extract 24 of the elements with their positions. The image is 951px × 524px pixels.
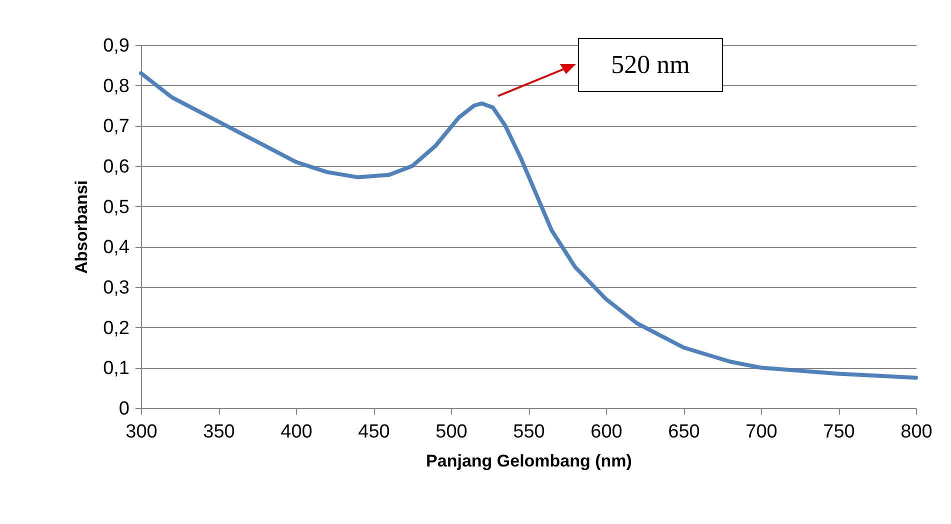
y-tick-label: 0,6 bbox=[103, 156, 130, 178]
y-tick-label: 0,1 bbox=[103, 358, 130, 380]
y-axis-title: Absorbansi bbox=[72, 180, 92, 274]
x-tick-label: 450 bbox=[358, 422, 390, 442]
x-tick-label: 300 bbox=[126, 422, 158, 442]
x-tick-label: 800 bbox=[900, 422, 932, 442]
y-tick-label: 0,4 bbox=[103, 237, 130, 258]
callout-box: 520 nm bbox=[578, 38, 723, 92]
x-tick-label: 400 bbox=[280, 422, 312, 442]
x-tick-label: 500 bbox=[436, 422, 468, 442]
y-tick-label: 0,3 bbox=[103, 278, 130, 298]
x-tick-label: 650 bbox=[668, 422, 700, 442]
y-tick-label: 0,7 bbox=[103, 116, 130, 138]
y-tick-label: 0,8 bbox=[103, 76, 130, 97]
y-tick-label: 0,9 bbox=[103, 36, 130, 56]
y-tick-label: 0 bbox=[118, 398, 130, 420]
x-tick-label: 550 bbox=[513, 422, 545, 442]
x-axis-title: Panjang Gelombang (nm) bbox=[426, 452, 632, 470]
x-tick-label: 700 bbox=[746, 422, 778, 442]
x-tick-label: 750 bbox=[823, 422, 855, 442]
x-tick-label: 350 bbox=[203, 422, 235, 442]
y-tick-label: 0,5 bbox=[103, 196, 130, 218]
y-tick-label: 0,2 bbox=[103, 318, 130, 339]
x-tick-label: 600 bbox=[590, 422, 622, 442]
